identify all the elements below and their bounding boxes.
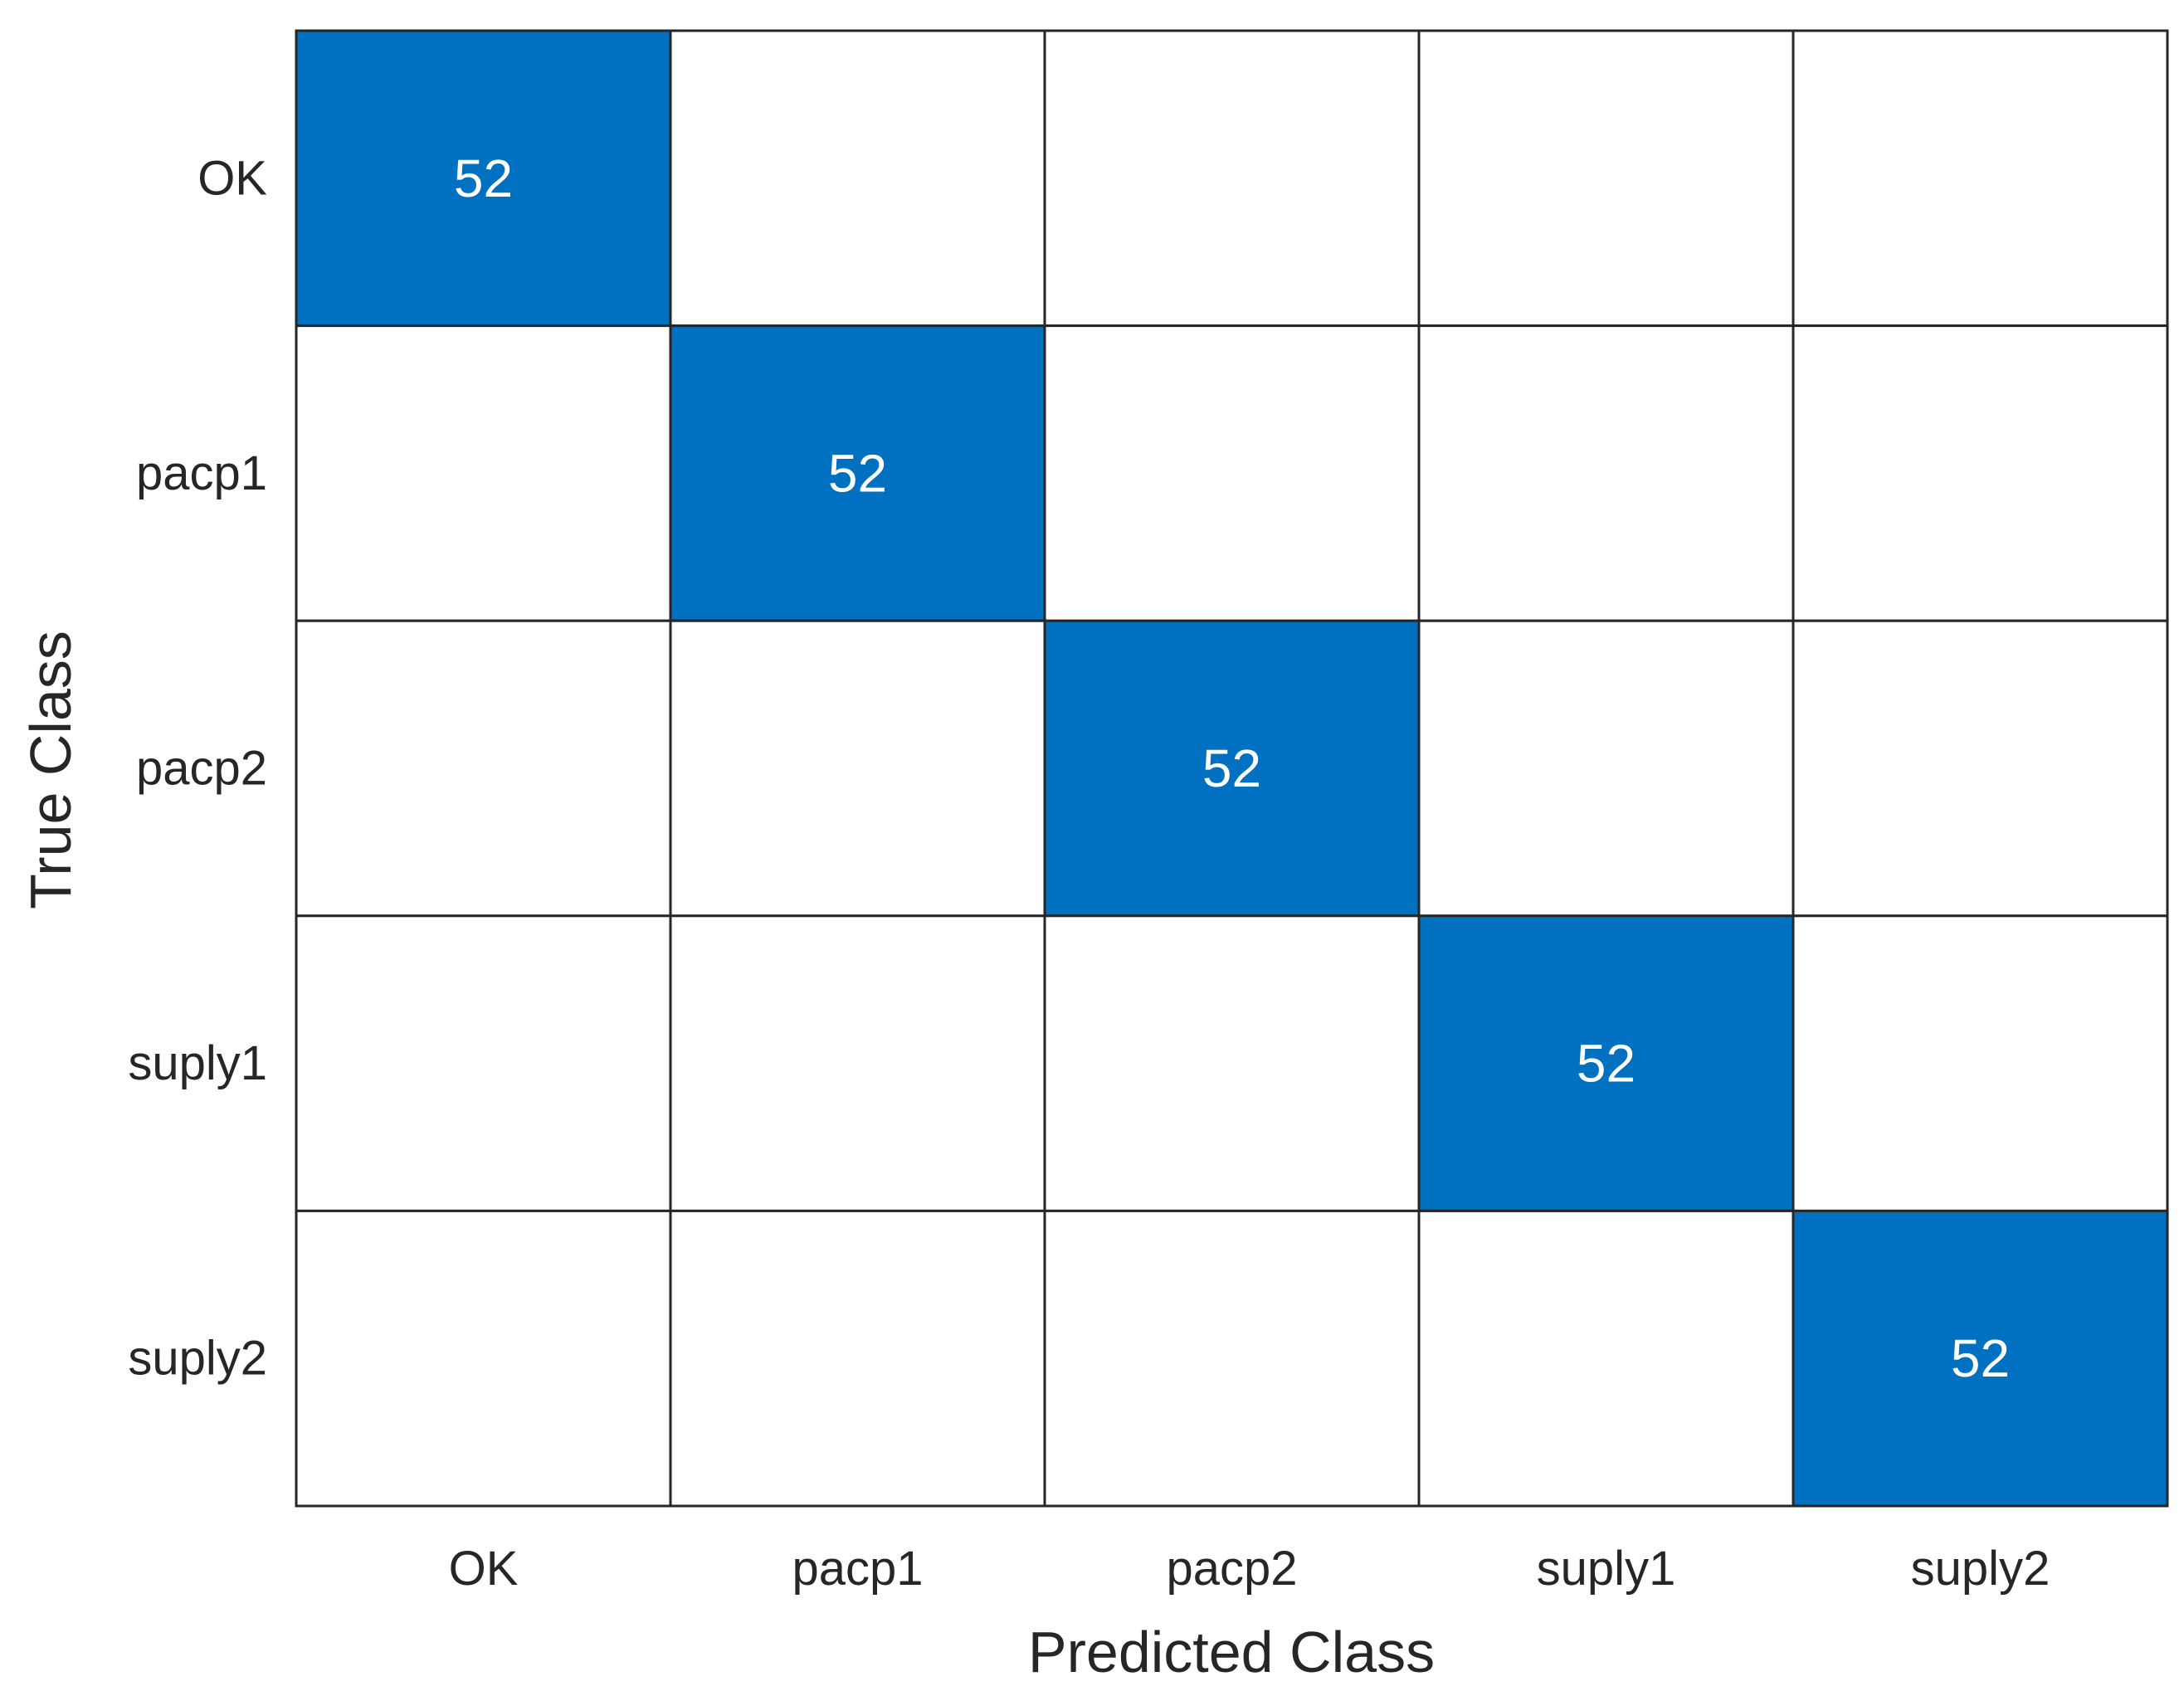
y-tick-label: pacp1 — [136, 446, 267, 500]
matrix-cell-labels: 52 52 52 52 52 — [454, 149, 2010, 1388]
cell-OK-OK — [295, 29, 672, 328]
x-tick-label: OK — [449, 1542, 519, 1596]
cell-pacp2-pacp2 — [1043, 619, 1421, 918]
x-axis-label: Predicted Class — [1028, 1620, 1435, 1684]
cell-value-pacp1-pacp1: 52 — [828, 443, 887, 503]
cell-suply2-pacp1 — [669, 1209, 1046, 1508]
cell-suply1-OK — [295, 914, 672, 1212]
cell-pacp1-suply1 — [1417, 324, 1795, 622]
cell-suply2-suply1 — [1417, 1209, 1795, 1508]
y-tick-label: suply1 — [128, 1036, 267, 1090]
cell-value-pacp2-pacp2: 52 — [1202, 738, 1261, 798]
cell-pacp1-pacp2 — [1043, 324, 1421, 622]
cell-OK-suply2 — [1792, 29, 2169, 328]
cell-OK-suply1 — [1417, 29, 1795, 328]
x-tick-label: suply1 — [1537, 1542, 1676, 1596]
x-tick-labels: OK pacp1 pacp2 suply1 suply2 — [449, 1542, 2050, 1596]
y-tick-label: pacp2 — [136, 742, 267, 796]
cell-value-OK-OK: 52 — [454, 149, 513, 208]
y-tick-label: OK — [197, 151, 267, 205]
cell-suply2-OK — [295, 1209, 672, 1508]
cell-pacp2-OK — [295, 619, 672, 918]
cell-value-suply1-suply1: 52 — [1577, 1034, 1636, 1094]
y-tick-label: suply2 — [128, 1332, 267, 1386]
cell-suply1-suply1 — [1417, 914, 1795, 1212]
x-tick-label: suply2 — [1911, 1542, 2050, 1596]
cell-OK-pacp1 — [669, 29, 1046, 328]
cell-pacp2-suply1 — [1417, 619, 1795, 918]
x-tick-label: pacp1 — [792, 1542, 923, 1596]
y-axis-label: True Class — [18, 631, 83, 909]
cell-suply1-pacp2 — [1043, 914, 1421, 1212]
matrix-cells — [295, 29, 2169, 1508]
cell-OK-pacp2 — [1043, 29, 1421, 328]
cell-suply1-suply2 — [1792, 914, 2169, 1212]
cell-suply2-pacp2 — [1043, 1209, 1421, 1508]
cell-pacp1-OK — [295, 324, 672, 622]
cell-suply1-pacp1 — [669, 914, 1046, 1212]
cell-suply2-suply2 — [1792, 1209, 2169, 1508]
cell-pacp1-suply2 — [1792, 324, 2169, 622]
cell-pacp2-pacp1 — [669, 619, 1046, 918]
cell-pacp2-suply2 — [1792, 619, 2169, 918]
cell-value-suply2-suply2: 52 — [1951, 1328, 2010, 1388]
x-tick-label: pacp2 — [1166, 1542, 1297, 1596]
y-tick-labels: OK pacp1 pacp2 suply1 suply2 — [128, 151, 267, 1385]
